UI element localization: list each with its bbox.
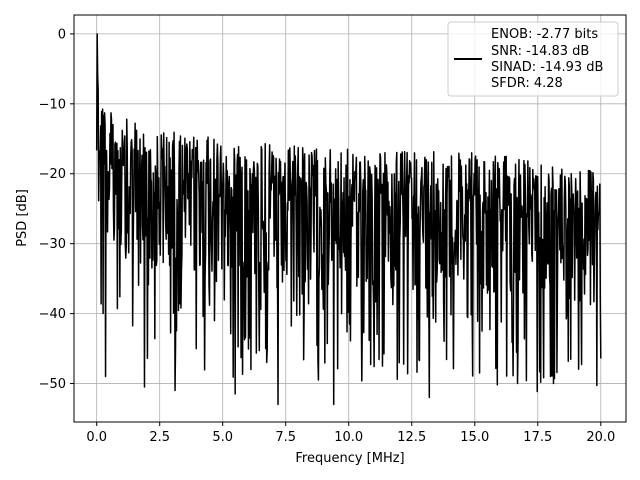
legend-line-sinad: SINAD: -14.93 dB [491,60,603,75]
legend-box [447,21,619,97]
legend-line-snr: SNR: -14.83 dB [491,44,589,59]
x-tick-label: 17.5 [523,430,552,445]
y-tick-label: 0 [58,27,66,42]
x-tick-label: 5.0 [212,430,233,445]
y-axis-label: PSD [dB] [15,189,30,247]
y-tick-label: −20 [39,167,66,182]
x-tick-label: 20.0 [586,430,615,445]
x-tick-label: 7.5 [275,430,296,445]
y-tick-label: −50 [39,377,66,392]
psd-line [95,33,602,406]
y-axis-ticks: 0 −10 −20 −30 −40 −50 [39,27,74,392]
plot-frame [73,14,627,423]
x-axis-label: Frequency [MHz] [295,451,404,466]
legend-line-sfdr: SFDR: 4.28 [491,76,563,91]
y-tick-label: −40 [39,307,66,322]
psd-series [95,33,602,406]
y-tick-label: −30 [39,237,66,252]
y-tick-label: −10 [39,97,66,112]
x-tick-label: 10.0 [334,430,363,445]
legend-line-enob: ENOB: -2.77 bits [491,27,598,42]
x-tick-label: 0.0 [86,430,107,445]
x-tick-label: 15.0 [460,430,489,445]
x-axis-ticks: 0.0 2.5 5.0 7.5 10.0 12.5 15.0 17.5 20.0 [86,422,615,445]
x-tick-label: 2.5 [149,430,170,445]
x-tick-label: 12.5 [397,430,426,445]
legend: ENOB: -2.77 bits SNR: -14.83 dB SINAD: -… [447,21,619,97]
